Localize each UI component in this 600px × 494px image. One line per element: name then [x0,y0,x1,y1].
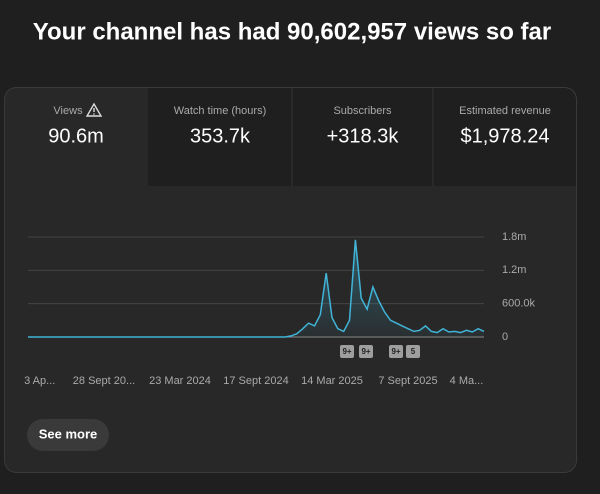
annotation-badge [389,345,403,358]
metric-value: +318.3k [327,125,400,147]
metric-value: 353.7k [190,125,251,147]
x-tick-label: 23 Mar 2024 [149,375,211,387]
see-more-button[interactable] [27,419,109,451]
x-tick-label: 17 Sept 2024 [223,375,288,387]
metric-label: Watch time (hours) [174,105,267,117]
annotation-badge [340,345,354,358]
tab-background [148,88,576,186]
annotation-label: 9+ [342,347,351,356]
metric-label: Subscribers [333,105,392,117]
annotation-badge [406,345,420,358]
warning-icon [85,102,103,117]
x-tick-label: 28 Sept 20... [73,375,135,387]
x-tick-label: 7 Sept 2025 [378,375,437,387]
x-tick-label: 4 Ma... [450,375,484,387]
metric-value: $1,978.24 [461,125,550,147]
annotation-label: 5 [411,347,416,356]
annotation-label: 9+ [361,347,370,356]
metric-value: 90.6m [48,125,104,147]
annotation-badge [359,345,373,358]
x-tick-label: 3 Ap... [24,375,55,387]
y-tick-label: 1.2m [502,264,526,276]
y-tick-label: 600.0k [502,298,536,310]
annotation-label: 9+ [391,347,400,356]
x-tick-label: 14 Mar 2025 [301,375,363,387]
area [28,239,484,337]
page-title: Your channel has had 90,602,957 views so… [33,18,551,45]
metric-label: Views [53,105,83,117]
see-more-label[interactable]: See more [39,426,98,441]
line [28,239,485,338]
y-tick-label: 1.8m [502,231,526,243]
y-tick-label: 0 [502,331,508,343]
metric-label: Estimated revenue [459,105,551,117]
